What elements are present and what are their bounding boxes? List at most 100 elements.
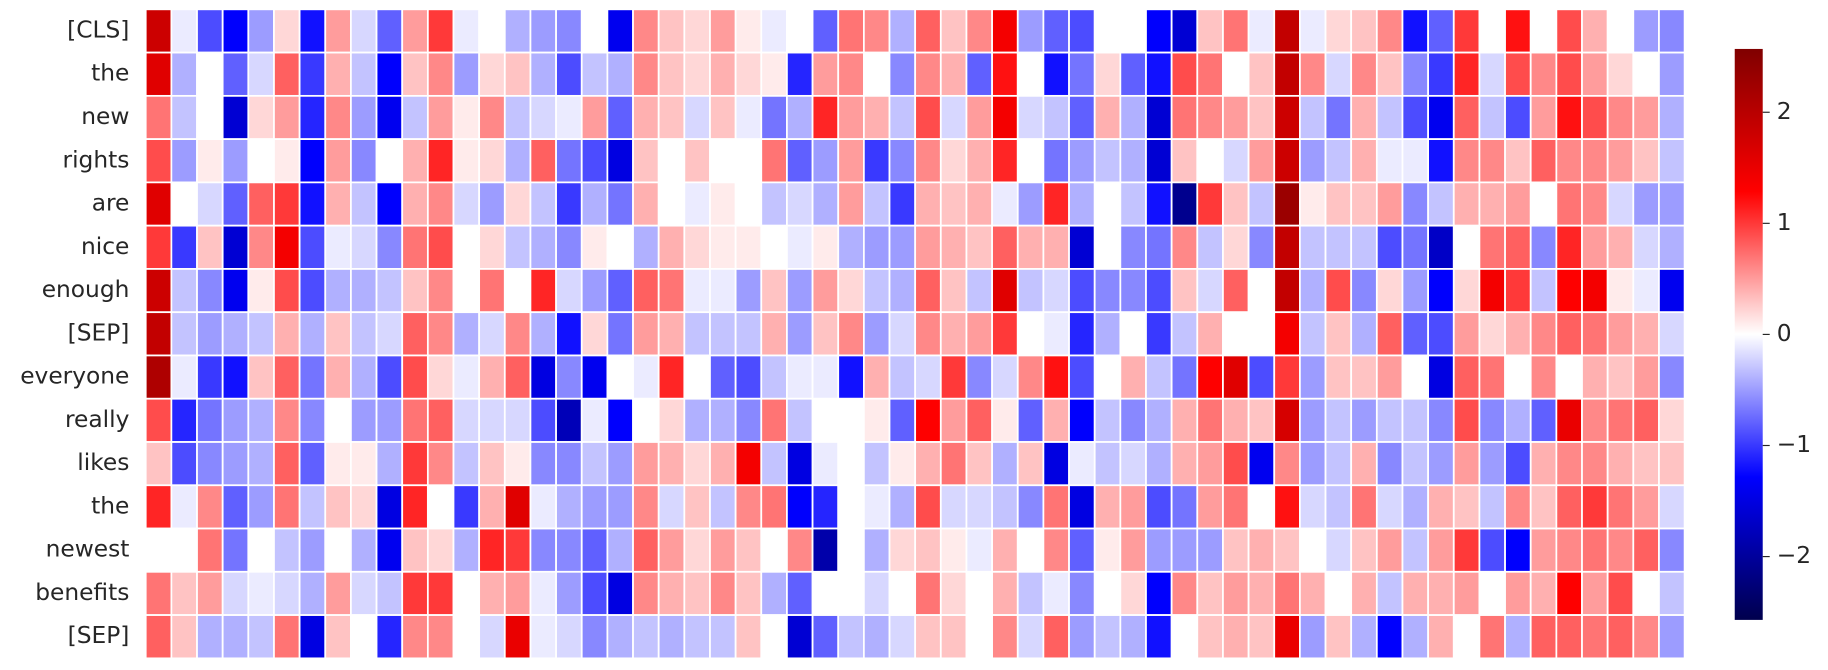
cell (1452, 527, 1481, 573)
cell (1452, 224, 1481, 270)
cell (1068, 570, 1096, 616)
cell (1196, 441, 1224, 487)
cell (170, 268, 198, 314)
cell (914, 441, 942, 487)
cell (734, 484, 763, 530)
cell (1247, 484, 1276, 530)
cell (1401, 51, 1429, 97)
cell (478, 311, 506, 357)
cell (760, 8, 788, 54)
cell (529, 441, 557, 487)
cell (1452, 441, 1481, 487)
cell (709, 181, 737, 227)
cell (1273, 354, 1301, 400)
cell (1632, 527, 1660, 573)
cell (1658, 94, 1686, 141)
cell (1375, 570, 1404, 616)
cell (1555, 138, 1583, 184)
cell (478, 354, 506, 400)
cell (965, 354, 993, 400)
cell (1145, 8, 1173, 54)
cell (888, 224, 917, 270)
cell (939, 181, 968, 227)
cell (1606, 570, 1635, 616)
cell (298, 268, 327, 314)
cell (144, 614, 173, 660)
cell (1529, 268, 1558, 314)
cell (375, 354, 404, 400)
cell (1632, 354, 1660, 400)
cell (1324, 441, 1353, 487)
cell (1452, 181, 1481, 227)
cell (529, 484, 557, 530)
cell (1273, 397, 1301, 443)
cell (452, 397, 481, 443)
cell (888, 138, 917, 184)
row-label: really (65, 406, 130, 433)
cell (273, 224, 301, 270)
cell (1606, 51, 1635, 97)
cell (786, 311, 814, 357)
cell (606, 8, 634, 54)
cell (247, 224, 275, 270)
cell (1273, 311, 1301, 357)
cell (1658, 570, 1686, 616)
cell (914, 94, 942, 141)
cell (503, 8, 532, 54)
cell (965, 181, 993, 227)
cell (196, 397, 224, 443)
cell (529, 51, 557, 97)
cell (221, 181, 250, 227)
cell (1529, 441, 1558, 487)
cell (862, 484, 891, 530)
cell (1196, 484, 1224, 530)
cell (965, 224, 993, 270)
cell (632, 311, 660, 357)
cell (1452, 570, 1481, 616)
cell (375, 8, 404, 54)
cell (837, 397, 865, 443)
cell (375, 614, 404, 660)
cell (862, 138, 891, 184)
cell (683, 614, 711, 660)
cell (298, 484, 327, 530)
cell (606, 181, 634, 227)
cell (837, 138, 865, 184)
cell (503, 441, 532, 487)
cell (298, 138, 327, 184)
cell (503, 484, 532, 530)
cell (1016, 8, 1045, 54)
cell (503, 570, 532, 616)
cell (1247, 181, 1276, 227)
cell (709, 614, 737, 660)
cell (786, 181, 814, 227)
cell (1427, 51, 1455, 97)
cell (991, 311, 1019, 357)
cell (324, 354, 352, 400)
cell (914, 570, 942, 616)
cell (1606, 138, 1635, 184)
cell (991, 570, 1019, 616)
colorbar-tick-label: −2 (1777, 542, 1811, 569)
cell (196, 138, 224, 184)
cell (144, 441, 173, 487)
cell (862, 224, 891, 270)
cell (1529, 94, 1558, 141)
cell (401, 614, 429, 660)
cell (375, 570, 404, 616)
cell (580, 484, 609, 530)
cell (760, 224, 788, 270)
cell (1478, 484, 1506, 530)
row-label: nice (81, 233, 129, 260)
cell (1170, 484, 1199, 530)
cell (1042, 8, 1070, 54)
cell (837, 311, 865, 357)
cell (1093, 397, 1122, 443)
cell (837, 268, 865, 314)
cell (1529, 51, 1558, 97)
cell (786, 397, 814, 443)
cell (144, 527, 173, 573)
cell (1478, 570, 1506, 616)
cell (529, 527, 557, 573)
cell (350, 94, 378, 141)
